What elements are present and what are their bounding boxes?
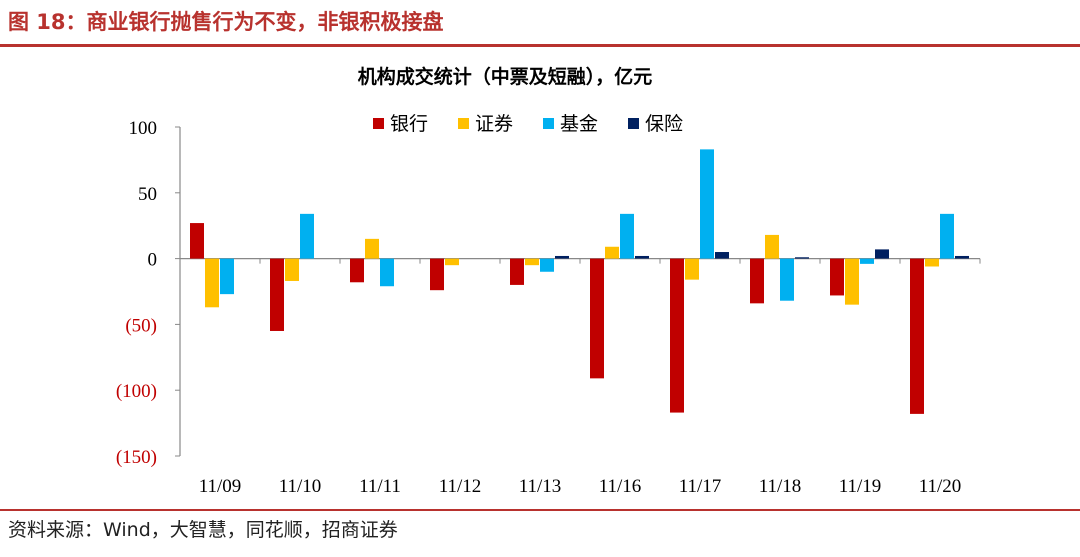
bar-保险-11/20 bbox=[955, 255, 969, 259]
bar-银行-11/16 bbox=[590, 258, 604, 379]
x-tick-label: 11/18 bbox=[759, 476, 802, 497]
bar-证券-11/10 bbox=[285, 258, 299, 281]
bar-基金-11/20 bbox=[940, 213, 954, 259]
x-tick-label: 11/12 bbox=[439, 476, 482, 497]
legend-swatch-银行 bbox=[373, 118, 384, 129]
x-tick-label: 11/20 bbox=[919, 476, 962, 497]
x-tick-label: 11/11 bbox=[359, 476, 401, 497]
y-tick-label: (100) bbox=[116, 381, 157, 402]
bar-基金-11/13 bbox=[540, 258, 554, 272]
y-tick-label: 50 bbox=[138, 184, 157, 205]
bar-证券-11/09 bbox=[205, 258, 219, 308]
legend-label-证券: 证券 bbox=[475, 113, 513, 135]
bar-银行-11/09 bbox=[190, 223, 204, 259]
source-note: 资料来源：Wind，大智慧，同花顺，招商证券 bbox=[8, 519, 398, 541]
bar-证券-11/19 bbox=[845, 258, 859, 305]
x-axis-labels: 11/09 11/10 11/11 11/12 11/13 11/16 11/17 11/18… bbox=[199, 476, 962, 497]
legend-label-银行: 银行 bbox=[390, 113, 428, 135]
bar-证券-11/20 bbox=[925, 258, 939, 267]
bar-证券-11/17 bbox=[685, 258, 699, 280]
bar-银行-11/10 bbox=[270, 258, 284, 331]
bar-基金-11/17 bbox=[700, 149, 714, 259]
bar-基金-11/10 bbox=[300, 213, 314, 259]
legend-label-保险: 保险 bbox=[645, 113, 683, 135]
chart-legend: 银行 证券 基金 保险 bbox=[373, 113, 683, 135]
bar-证券-11/16 bbox=[605, 246, 619, 259]
bar-保险-11/16 bbox=[635, 255, 649, 259]
bar-保险-11/13 bbox=[555, 255, 569, 259]
legend-label-基金: 基金 bbox=[560, 113, 598, 135]
y-tick-label: (150) bbox=[116, 447, 157, 468]
bar-保险-11/18 bbox=[795, 257, 809, 259]
bar-基金-11/09 bbox=[220, 258, 234, 295]
chart-bars bbox=[190, 149, 969, 414]
bar-证券-11/11 bbox=[365, 238, 379, 259]
x-tick-label: 11/10 bbox=[279, 476, 322, 497]
y-tick-label: 0 bbox=[148, 250, 158, 271]
bar-银行-11/12 bbox=[430, 258, 444, 291]
bar-基金-11/11 bbox=[380, 258, 394, 287]
bar-银行-11/11 bbox=[350, 258, 364, 283]
y-tick-label: 100 bbox=[129, 118, 158, 139]
bar-保险-11/19 bbox=[875, 249, 889, 259]
legend-swatch-证券 bbox=[458, 118, 469, 129]
figure-title: 图 18：商业银行抛售行为不变，非银积极接盘 bbox=[8, 10, 444, 34]
bar-基金-11/16 bbox=[620, 213, 634, 259]
bar-chart: 机构成交统计（中票及短融），亿元 银行 证券 基金 保险 11/09 11/10 11/1… bbox=[116, 65, 981, 497]
footer-divider bbox=[0, 509, 1080, 511]
bar-保险-11/17 bbox=[715, 252, 729, 259]
y-axis-labels: 100 50 0 (50) (100) (150) bbox=[116, 118, 157, 468]
bar-银行-11/13 bbox=[510, 258, 524, 285]
chart-axes bbox=[175, 126, 981, 457]
bar-证券-11/12 bbox=[445, 258, 459, 266]
y-tick-label: (50) bbox=[125, 315, 157, 336]
legend-swatch-保险 bbox=[628, 118, 639, 129]
bar-基金-11/19 bbox=[860, 258, 874, 264]
bar-银行-11/20 bbox=[910, 258, 924, 414]
x-tick-label: 11/13 bbox=[519, 476, 562, 497]
bar-基金-11/18 bbox=[780, 258, 794, 301]
chart-title: 机构成交统计（中票及短融），亿元 bbox=[358, 65, 653, 88]
bar-证券-11/13 bbox=[525, 258, 539, 266]
x-tick-label: 11/19 bbox=[839, 476, 882, 497]
bar-银行-11/18 bbox=[750, 258, 764, 304]
legend-swatch-基金 bbox=[543, 118, 554, 129]
bar-证券-11/18 bbox=[765, 234, 779, 259]
x-tick-label: 11/17 bbox=[679, 476, 722, 497]
x-tick-label: 11/09 bbox=[199, 476, 242, 497]
x-tick-label: 11/16 bbox=[599, 476, 642, 497]
bar-银行-11/17 bbox=[670, 258, 684, 413]
title-divider bbox=[0, 44, 1080, 47]
bar-银行-11/19 bbox=[830, 258, 844, 296]
